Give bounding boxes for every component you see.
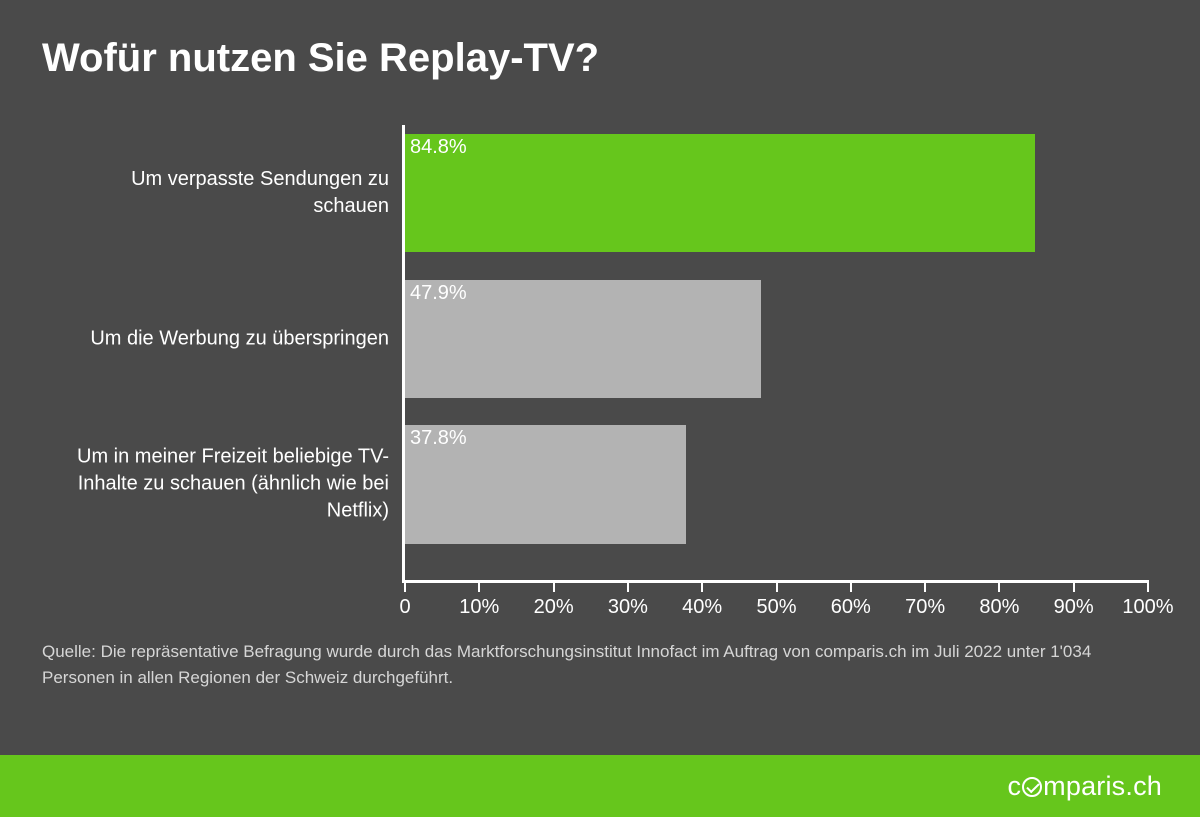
category-label: Um die Werbung zu überspringen: [55, 325, 405, 352]
x-tick: [998, 580, 1000, 592]
x-tick-label: 0: [399, 596, 410, 619]
x-tick: [701, 580, 703, 592]
bar: 37.8%: [405, 425, 686, 543]
x-tick-label: 60%: [831, 596, 871, 619]
plot-area: 010%20%30%40%50%60%70%80%90%100%Um verpa…: [402, 125, 1148, 583]
checkmark-o-icon: [1022, 777, 1042, 797]
x-tick-label: 20%: [534, 596, 574, 619]
bar-value-label: 84.8%: [410, 136, 467, 159]
x-tick-label: 70%: [905, 596, 945, 619]
category-label: Um verpasste Sendungen zu schauen: [55, 166, 405, 220]
bar-value-label: 47.9%: [410, 282, 467, 305]
x-tick-label: 80%: [979, 596, 1019, 619]
bar: 47.9%: [405, 280, 761, 398]
chart-title: Wofür nutzen Sie Replay-TV?: [42, 36, 1158, 81]
bar-chart: 010%20%30%40%50%60%70%80%90%100%Um verpa…: [42, 115, 1158, 635]
brand-suffix: mparis.ch: [1043, 771, 1162, 802]
x-tick: [924, 580, 926, 592]
category-label: Um in meiner Freizeit beliebige TV-Inhal…: [55, 444, 405, 525]
x-tick: [1073, 580, 1075, 592]
bar-value-label: 37.8%: [410, 427, 467, 450]
source-footnote: Quelle: Die repräsentative Befragung wur…: [42, 639, 1102, 690]
x-tick-label: 30%: [608, 596, 648, 619]
x-tick-label: 40%: [682, 596, 722, 619]
x-tick-label: 50%: [756, 596, 796, 619]
x-tick: [404, 580, 406, 592]
bar-row: Um die Werbung zu überspringen47.9%: [405, 280, 1148, 398]
x-tick: [1147, 580, 1149, 592]
x-tick: [776, 580, 778, 592]
bar-row: Um in meiner Freizeit beliebige TV-Inhal…: [405, 425, 1148, 543]
bar: 84.8%: [405, 134, 1035, 252]
x-tick-label: 100%: [1122, 596, 1173, 619]
x-tick-label: 90%: [1054, 596, 1094, 619]
bar-row: Um verpasste Sendungen zu schauen84.8%: [405, 134, 1148, 252]
x-tick: [627, 580, 629, 592]
x-tick-label: 10%: [459, 596, 499, 619]
x-tick: [553, 580, 555, 592]
x-tick: [850, 580, 852, 592]
brand-prefix: c: [1007, 771, 1021, 802]
x-tick: [478, 580, 480, 592]
footer-bar: c mparis.ch: [0, 755, 1200, 817]
brand-logo: c mparis.ch: [1007, 771, 1162, 802]
